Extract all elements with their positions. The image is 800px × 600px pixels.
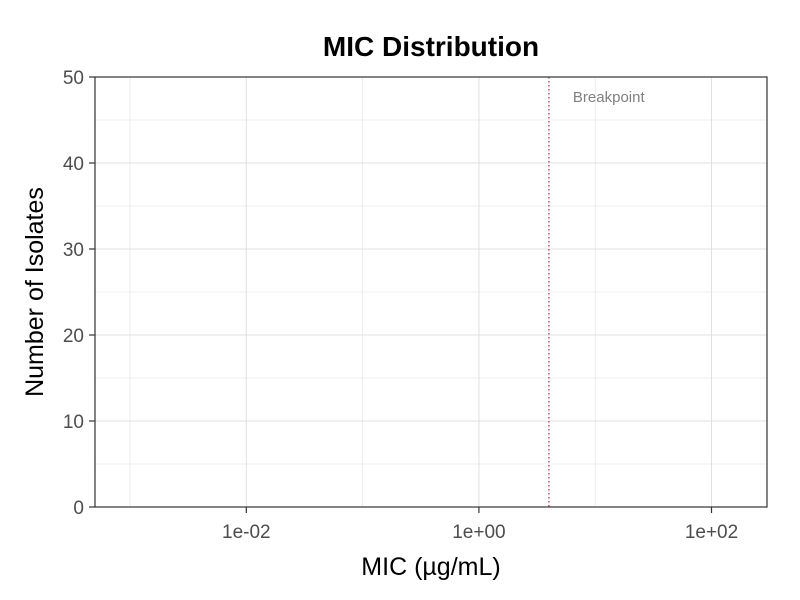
x-axis-title: MIC (µg/mL)	[361, 553, 500, 581]
y-tick-label: 20	[63, 326, 84, 347]
y-axis-title: Number of Isolates	[21, 187, 49, 397]
x-tick-label: 1e-02	[222, 522, 271, 543]
y-tick-label: 50	[63, 68, 84, 89]
panel-border	[94, 76, 768, 508]
x-tick-label: 1e+02	[685, 522, 738, 543]
y-tick-label: 0	[73, 498, 84, 519]
y-tick-label: 30	[63, 240, 84, 261]
axis-ticks: 0 10 20 30 40 50 1e-02 1e+00 1e+02	[63, 68, 738, 543]
x-tick-label: 1e+00	[452, 522, 505, 543]
breakpoint-layer: Breakpoint	[548, 77, 646, 507]
breakpoint-label: Breakpoint	[573, 89, 646, 106]
chart-title: MIC Distribution	[323, 31, 539, 62]
y-tick-label: 40	[63, 154, 84, 175]
y-tick-label: 10	[63, 412, 84, 433]
